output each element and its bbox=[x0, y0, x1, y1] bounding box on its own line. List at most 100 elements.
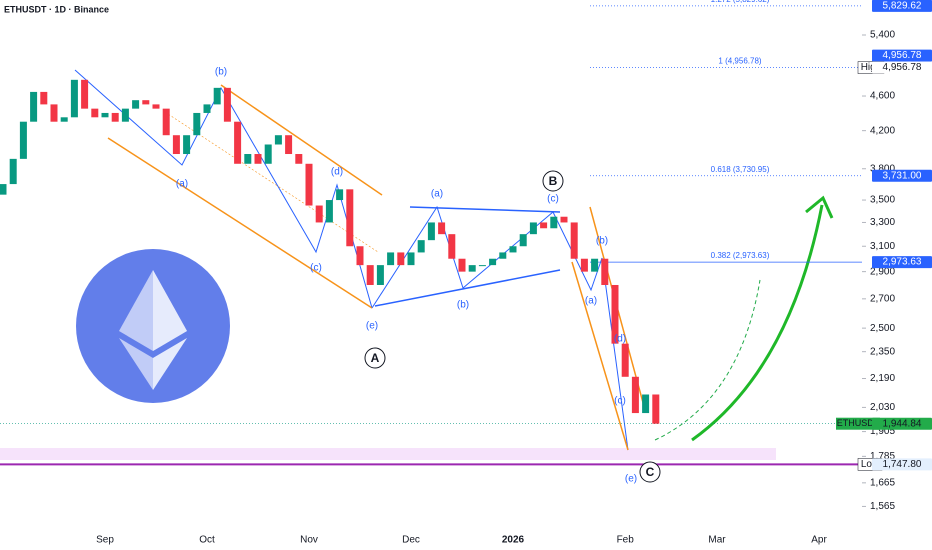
candle bbox=[448, 234, 456, 259]
wave-label: (a) bbox=[585, 296, 597, 307]
low-label-box bbox=[872, 458, 932, 471]
low-tag: Low bbox=[861, 459, 880, 470]
wave-label: (d) bbox=[331, 167, 343, 178]
candle bbox=[223, 87, 231, 122]
wave-label: B bbox=[549, 174, 558, 188]
price-label-text: 4,956.78 bbox=[883, 50, 922, 61]
candle bbox=[336, 189, 344, 201]
candle bbox=[499, 252, 507, 259]
wave-label: (a) bbox=[176, 179, 188, 190]
candle bbox=[570, 222, 578, 259]
wave-label: (b) bbox=[215, 67, 227, 78]
y-tick-label: 1,665 bbox=[870, 477, 895, 488]
candle bbox=[121, 108, 129, 122]
y-tick-label: 4,200 bbox=[870, 125, 895, 136]
y-tick-label: 1,785 bbox=[870, 451, 895, 462]
candle bbox=[346, 189, 354, 247]
y-tick-label: 2,700 bbox=[870, 293, 895, 304]
wave-label: (b) bbox=[457, 300, 469, 311]
price-label-text: 3,731.00 bbox=[883, 170, 922, 181]
candle bbox=[40, 91, 48, 105]
candle bbox=[580, 258, 588, 272]
wave-label: (a) bbox=[431, 189, 443, 200]
y-tick-label: 2,900 bbox=[870, 266, 895, 277]
candle bbox=[438, 222, 446, 235]
y-tick-label: 4,600 bbox=[870, 91, 895, 102]
candle bbox=[213, 87, 221, 105]
x-tick-label: Apr bbox=[811, 535, 827, 546]
candle bbox=[621, 343, 629, 377]
candle bbox=[509, 246, 517, 253]
candle bbox=[631, 376, 639, 414]
high-label-text: 4,956.78 bbox=[883, 62, 922, 73]
wave-label: C bbox=[646, 465, 655, 479]
y-tick-label: 3,500 bbox=[870, 195, 895, 206]
candle bbox=[203, 104, 211, 113]
y-tick-label: 3,800 bbox=[870, 163, 895, 174]
wave-label: (b) bbox=[596, 236, 608, 247]
candle bbox=[244, 154, 252, 164]
fib-label: 1 (4,956.78) bbox=[718, 57, 761, 66]
candle bbox=[427, 222, 435, 241]
y-tick-label: 5,400 bbox=[870, 30, 895, 41]
x-tick-label: Oct bbox=[199, 535, 215, 546]
y-tick-label: 2,500 bbox=[870, 323, 895, 334]
wave-label: (e) bbox=[625, 474, 637, 485]
candle bbox=[611, 284, 619, 344]
candle bbox=[9, 158, 17, 185]
y-tick-label: 3,300 bbox=[870, 217, 895, 228]
price-label-box bbox=[872, 49, 932, 62]
arrow-head bbox=[805, 195, 834, 219]
candle bbox=[529, 222, 537, 235]
candle bbox=[550, 216, 558, 229]
candle bbox=[591, 258, 599, 272]
candle bbox=[183, 135, 191, 155]
candle bbox=[101, 112, 109, 118]
wave-label: (e) bbox=[366, 321, 378, 332]
candle bbox=[489, 258, 497, 266]
candle bbox=[642, 394, 650, 414]
wave-lines bbox=[74, 69, 646, 451]
candle bbox=[30, 91, 38, 122]
candle bbox=[540, 222, 548, 229]
x-tick-label: Mar bbox=[708, 535, 726, 546]
last-label-text: 1,944.84 bbox=[883, 418, 922, 429]
wave-label: A bbox=[371, 351, 380, 365]
candle bbox=[0, 184, 7, 195]
candle bbox=[70, 79, 78, 118]
price-label-box bbox=[872, 256, 932, 269]
candle bbox=[601, 258, 609, 285]
candle bbox=[285, 135, 293, 155]
candle bbox=[111, 112, 119, 122]
candle bbox=[274, 135, 282, 145]
candle bbox=[152, 104, 160, 109]
projection-arrow bbox=[691, 204, 824, 442]
candle bbox=[295, 154, 303, 164]
candle bbox=[356, 246, 364, 266]
candle bbox=[162, 108, 170, 136]
candle bbox=[50, 104, 58, 122]
y-tick-label: 2,350 bbox=[870, 346, 895, 357]
candle bbox=[91, 108, 99, 118]
price-label-box bbox=[872, 0, 932, 12]
candle bbox=[468, 265, 476, 272]
chart-title: ETHUSDT · 1D · Binance bbox=[4, 4, 109, 14]
candle bbox=[478, 265, 486, 267]
candle bbox=[172, 135, 180, 155]
y-tick-label: 1,565 bbox=[870, 501, 895, 512]
candle bbox=[376, 265, 384, 285]
candle bbox=[234, 121, 242, 164]
zone bbox=[0, 448, 776, 460]
wave-circle bbox=[542, 170, 564, 192]
candle bbox=[458, 258, 466, 272]
candle bbox=[132, 100, 140, 109]
fib-label: 1.272 (5,829.62) bbox=[711, 0, 770, 4]
eth-logo bbox=[76, 249, 230, 403]
wave-circle bbox=[364, 347, 386, 369]
candle bbox=[417, 240, 425, 253]
last-tag-box bbox=[836, 417, 880, 430]
last-tag: ETHUSDT bbox=[837, 418, 880, 428]
candle bbox=[325, 200, 333, 223]
y-tick-label: 2,190 bbox=[870, 373, 895, 384]
x-tick-label: Sep bbox=[96, 535, 114, 546]
